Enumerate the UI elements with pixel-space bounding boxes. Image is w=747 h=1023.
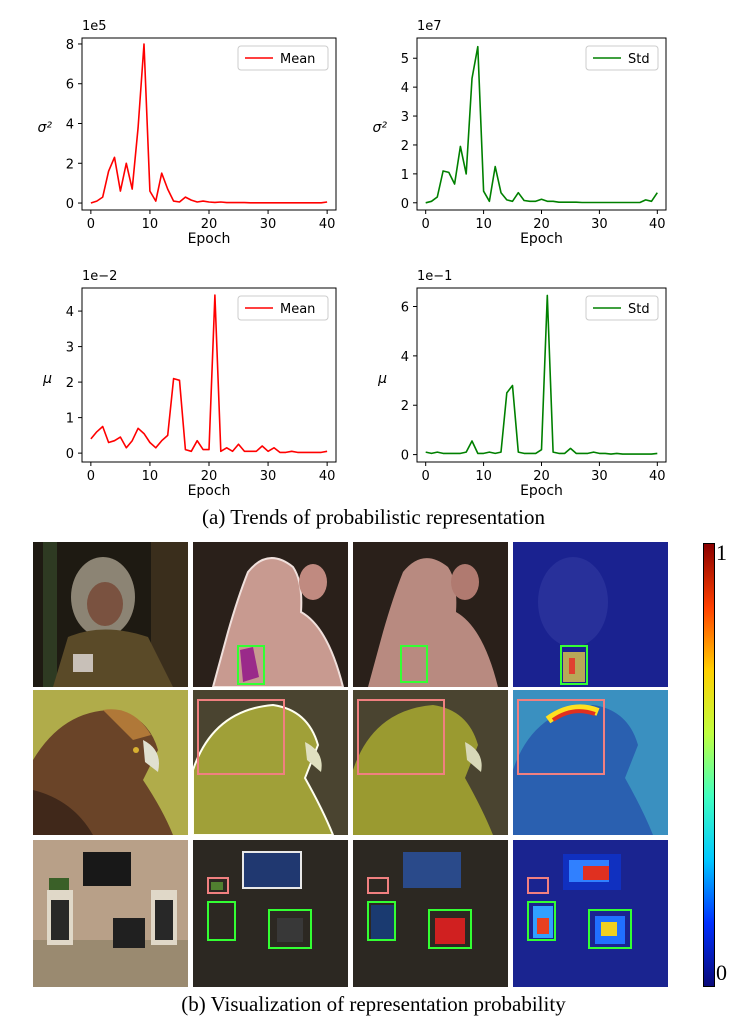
y-tick-label: 1 [66,412,74,427]
y-tick-label: 0 [66,197,74,212]
y-axis-label: σ² [38,120,53,136]
caption-visualization: (b) Visualization of representation prob… [181,992,566,1016]
axis-multiplier: 1e−1 [417,269,452,284]
y-tick-label: 5 [401,52,409,67]
x-tick-label: 30 [260,217,277,232]
x-tick-label: 10 [475,217,492,232]
x-tick-label: 40 [649,217,666,232]
y-tick-label: 3 [401,110,409,125]
colorbar-min-label: 0 [716,960,727,985]
y-tick-label: 0 [401,449,409,464]
x-tick-label: 0 [87,469,95,484]
room-prediction [353,840,508,987]
x-axis-label: Epoch [188,483,231,499]
y-tick-label: 1 [401,168,409,183]
x-axis-label: Epoch [520,231,563,247]
chart-mu-mean: 0 10 20 30 40 0 1 2 3 4 1e−2 Epoch μ Mean [42,269,337,499]
x-tick-label: 0 [422,469,430,484]
x-tick-label: 20 [201,217,218,232]
eagle-prediction [353,690,508,835]
legend-label: Std [628,52,650,67]
y-tick-label: 2 [401,139,409,154]
legend-box [585,295,659,321]
y-tick-label: 6 [401,301,409,316]
x-tick-label: 40 [649,469,666,484]
y-tick-label: 4 [401,81,409,96]
caption-trends: (a) Trends of probabilistic representati… [202,505,545,529]
person-probability-heatmap [513,542,668,687]
y-tick-label: 6 [66,78,74,93]
eagle-segmentation-mask [193,690,348,835]
x-tick-label: 10 [142,217,159,232]
series-line-std [425,294,658,455]
y-axis-label: μ [377,371,387,387]
x-tick-label: 40 [319,217,336,232]
legend-label: Std [628,302,650,317]
person-segmentation-mask [193,542,348,687]
y-tick-label: 0 [401,197,409,212]
axis-multiplier: 1e−2 [82,269,117,284]
room-segmentation-mask [193,840,348,987]
legend-box [237,45,329,71]
legend-box [585,45,659,71]
x-tick-label: 20 [533,469,550,484]
y-tick-label: 4 [66,118,74,133]
legend-label: Mean [280,302,315,317]
colorbar-max-label: 1 [716,540,727,565]
y-tick-label: 4 [401,350,409,365]
y-axis-label: μ [42,371,52,387]
y-tick-label: 8 [66,38,74,53]
y-tick-label: 2 [66,376,74,391]
y-tick-label: 3 [66,341,74,356]
x-tick-label: 30 [591,469,608,484]
person-prediction [353,542,508,687]
series-line-std [425,45,658,204]
legend-label: Mean [280,52,315,67]
y-tick-label: 2 [66,157,74,172]
x-tick-label: 10 [142,469,159,484]
x-axis-label: Epoch [520,483,563,499]
legend-box [237,295,329,321]
x-tick-label: 20 [533,217,550,232]
y-tick-label: 0 [66,447,74,462]
x-tick-label: 0 [87,217,95,232]
chart-mu-std: 0 10 20 30 40 0 2 4 6 1e−1 Epoch μ Std [377,269,667,499]
x-tick-label: 30 [591,217,608,232]
chart-variance-std: 0 10 20 30 40 0 1 2 3 4 5 1e7 Epoch σ² Std [373,19,667,247]
eagle-probability-heatmap [513,690,668,835]
axis-multiplier: 1e5 [82,19,107,34]
eagle-original-image [33,690,188,835]
chart-variance-mean: 0 10 20 30 40 0 2 4 6 8 1e5 Epoch σ² Mean [38,19,337,247]
y-tick-label: 2 [401,399,409,414]
room-probability-heatmap [513,840,668,987]
x-tick-label: 0 [422,217,430,232]
axis-multiplier: 1e7 [417,19,442,34]
series-line-mean [90,294,328,454]
x-tick-label: 10 [475,469,492,484]
x-axis-label: Epoch [188,231,231,247]
x-tick-label: 20 [201,469,218,484]
probability-colorbar [703,543,715,987]
room-original-image [33,840,188,987]
series-line-mean [90,43,328,204]
y-axis-label: σ² [373,120,388,136]
person-original-image [33,542,188,687]
y-tick-label: 4 [66,305,74,320]
x-tick-label: 40 [319,469,336,484]
x-tick-label: 30 [260,469,277,484]
